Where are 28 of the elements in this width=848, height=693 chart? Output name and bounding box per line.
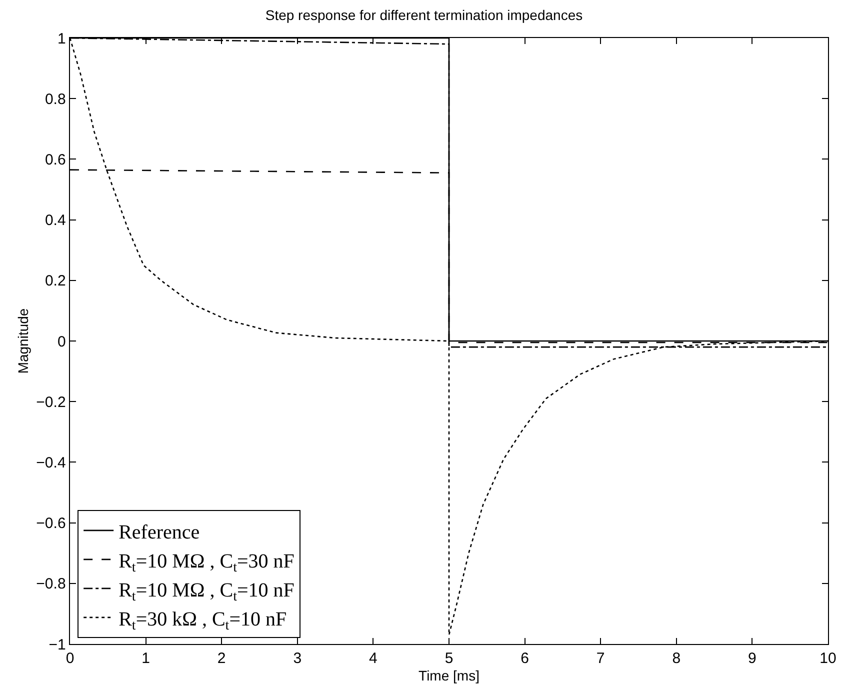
x-tick-label: 3 <box>293 650 302 668</box>
y-tick-label: 0 <box>57 333 66 350</box>
y-tick-label: 0.4 <box>44 212 66 230</box>
y-tick-label: 0.6 <box>44 151 66 168</box>
y-tick-label: 1 <box>57 30 66 48</box>
y-tick-label: −0.2 <box>36 394 66 411</box>
legend-label: R$_{t}$=10 MΩ , C$_{t}$=10 nF <box>118 579 294 604</box>
x-tick-label: 6 <box>520 650 529 668</box>
x-tick-label: 10 <box>820 650 836 668</box>
x-tick-label: 8 <box>672 650 681 668</box>
x-tick-label: 4 <box>369 650 378 668</box>
x-axis-title: Time [ms] <box>418 667 480 684</box>
x-tick-label: 1 <box>142 650 150 668</box>
y-tick-label: −1 <box>48 636 66 654</box>
y-axis-title: Magnitude <box>14 308 31 374</box>
legend-label: Reference <box>118 521 200 544</box>
chart-title: Step response for different termination impedances <box>265 7 583 24</box>
y-tick-label: −0.6 <box>36 515 66 532</box>
y-tick-label: 0.8 <box>44 90 66 108</box>
y-tick-label: −0.8 <box>36 576 66 593</box>
x-tick-label: 5 <box>444 650 454 668</box>
y-tick-label: 0.2 <box>44 272 66 290</box>
legend-label: R$_{t}$=30 kΩ , C$_{t}$=10 nF <box>118 608 287 634</box>
x-tick-label: 7 <box>596 650 605 668</box>
x-tick-label: 9 <box>748 650 756 668</box>
y-tick-label: −0.4 <box>36 454 66 472</box>
x-tick-label: 2 <box>217 650 226 668</box>
legend-label: R$_{t}$=10 MΩ , C$_{t}$=30 nF <box>118 550 294 576</box>
